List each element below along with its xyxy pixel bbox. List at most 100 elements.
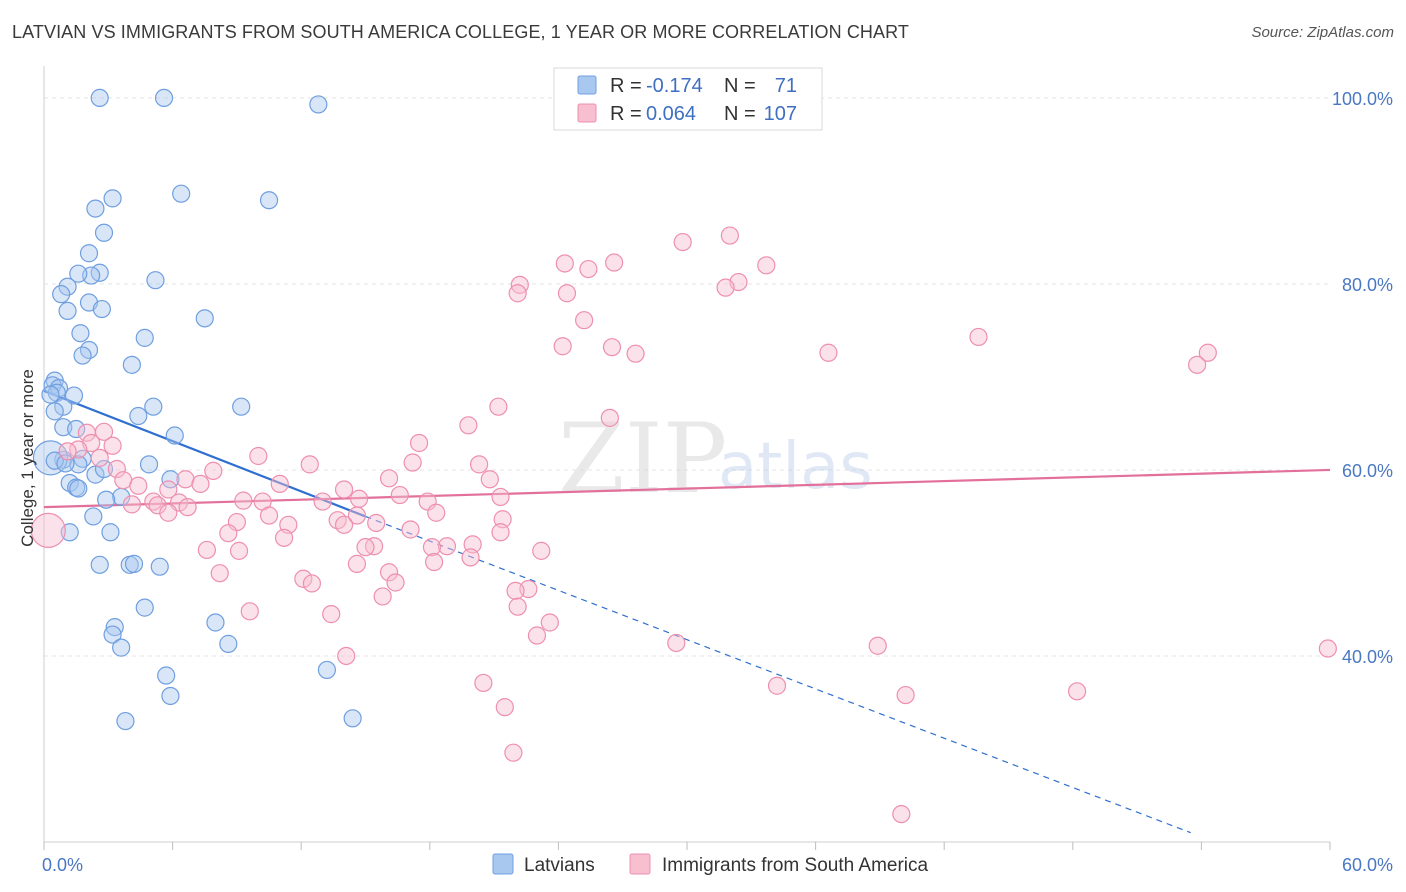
data-point (148, 496, 167, 515)
data-point (69, 479, 88, 498)
data-point (197, 540, 216, 560)
data-point (409, 433, 429, 453)
legend-n-value-0: 71 (775, 75, 797, 97)
data-point (116, 711, 135, 731)
data-point (819, 343, 838, 362)
data-point (667, 633, 686, 653)
data-point (474, 673, 493, 693)
series-0-points (32, 88, 362, 731)
data-point (427, 503, 446, 522)
data-point (249, 446, 268, 466)
data-point (232, 397, 251, 416)
data-point (969, 327, 988, 347)
data-point (313, 492, 332, 511)
data-point (302, 574, 322, 593)
data-point (195, 309, 214, 328)
axes (43, 66, 1331, 850)
data-point (270, 474, 289, 494)
data-point (489, 397, 508, 416)
y-tick-label-1: 60.0% (1342, 461, 1393, 481)
data-point (135, 328, 154, 347)
data-point (105, 618, 124, 637)
data-points (30, 88, 1337, 824)
data-point (90, 88, 109, 108)
data-point (575, 311, 594, 330)
data-point (122, 355, 141, 374)
data-point (491, 487, 510, 507)
data-point (129, 406, 148, 426)
data-point (97, 490, 116, 509)
data-point (86, 199, 105, 218)
data-point (45, 451, 64, 470)
y-tick-label-0: 40.0% (1342, 647, 1393, 667)
grid-lines (44, 97, 1330, 657)
data-point (1318, 639, 1337, 658)
data-point (54, 397, 73, 416)
data-point (896, 685, 915, 705)
data-point (64, 386, 84, 405)
data-point (508, 284, 527, 303)
data-point (159, 480, 178, 499)
data-point (90, 555, 109, 574)
data-point (73, 346, 92, 365)
data-point (69, 455, 88, 474)
data-point (161, 686, 180, 706)
data-point (77, 423, 96, 442)
data-point (716, 278, 735, 297)
data-point (259, 191, 279, 210)
data-point (122, 495, 141, 514)
data-point (495, 698, 514, 717)
data-point (90, 448, 109, 467)
data-point (373, 587, 392, 606)
data-point (94, 223, 114, 242)
data-point (424, 552, 444, 572)
watermark: ZIP atlas (558, 403, 873, 515)
trend-line-1 (43, 468, 1331, 509)
x-tick-label-0: 0.0% (42, 855, 83, 875)
data-point (294, 569, 313, 588)
data-point (390, 485, 409, 505)
data-point (347, 554, 367, 573)
data-point (1188, 355, 1207, 374)
data-point (52, 285, 71, 304)
legend-box (553, 67, 823, 131)
data-point (58, 277, 77, 296)
legend-n-label-0: N = (724, 75, 756, 97)
data-point (673, 232, 692, 252)
data-point (386, 573, 405, 592)
data-point (600, 408, 619, 427)
legend-swatch-immigrants (577, 103, 597, 123)
data-point (234, 491, 253, 510)
data-point (103, 436, 122, 455)
data-point (334, 480, 354, 499)
data-point (605, 253, 624, 272)
watermark-atlas: atlas (718, 430, 873, 504)
legend-r-value-0: -0.174 (646, 75, 703, 97)
legend-bottom-label-latvians: Latvians (524, 855, 595, 876)
data-point (868, 636, 887, 655)
data-point (176, 470, 195, 489)
data-point (379, 469, 399, 488)
data-point (191, 474, 210, 494)
data-point (337, 646, 356, 666)
data-point (210, 564, 229, 583)
data-point (135, 598, 154, 617)
data-point (124, 554, 144, 573)
data-point (112, 638, 131, 657)
data-point (94, 459, 114, 479)
data-point (579, 259, 598, 279)
data-point (159, 503, 178, 522)
data-point (349, 489, 369, 508)
data-point (157, 666, 176, 685)
legend-r-label-1: R = (610, 103, 642, 125)
data-point (300, 455, 319, 474)
data-point (317, 660, 337, 680)
data-point (892, 804, 911, 824)
data-point (720, 226, 739, 245)
data-point (146, 271, 165, 290)
data-point (1198, 343, 1217, 362)
data-point (506, 581, 525, 600)
chart-title: LATVIAN VS IMMIGRANTS FROM SOUTH AMERICA… (12, 22, 910, 42)
data-point (103, 625, 122, 644)
